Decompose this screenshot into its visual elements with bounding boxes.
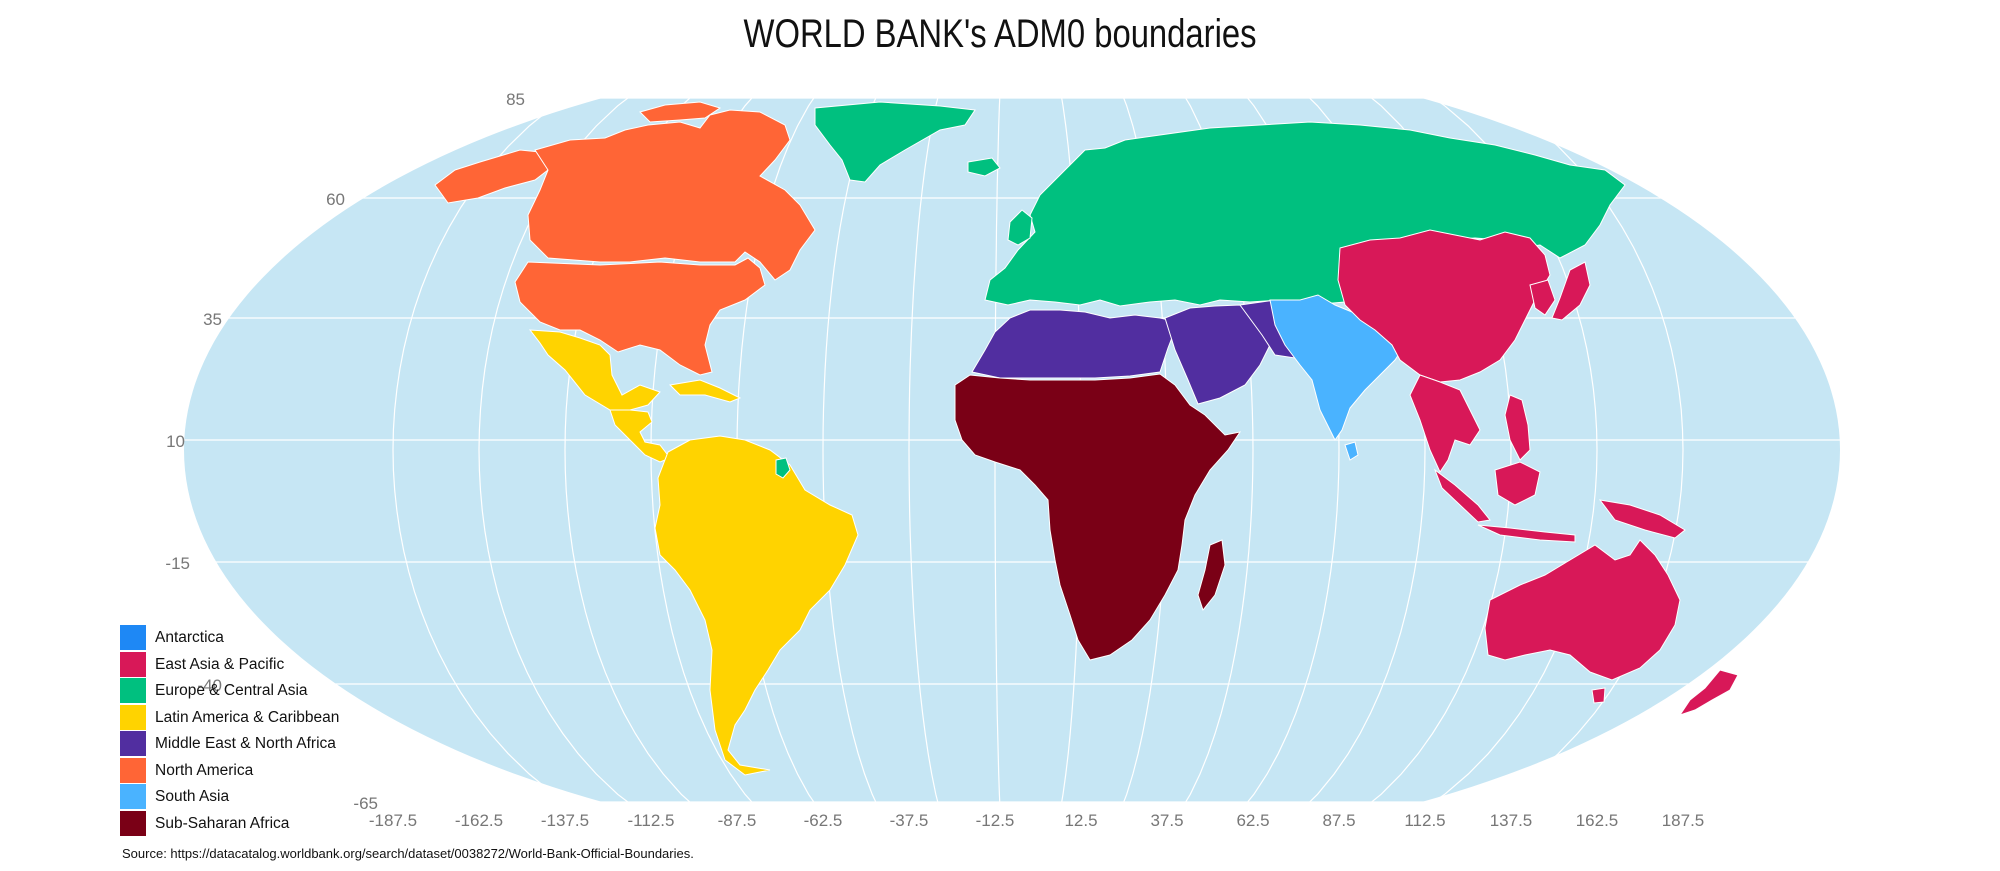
lon-tick-label: 12.5 [1064,811,1097,830]
region-east-asia-new-zealand [1678,669,1739,716]
lon-tick-label: -62.5 [804,811,843,830]
lon-tick-label: 62.5 [1236,811,1269,830]
lon-tick-label: -162.5 [455,811,503,830]
region-east-asia-sumatra [1433,468,1491,523]
legend-swatch [120,651,146,677]
region-sub-saharan-africa-madagascar [1197,539,1226,612]
lat-tick-label: -15 [165,554,190,573]
lon-tick-labels: -187.5 -162.5 -137.5 -112.5 -87.5 -62.5 -37.5 -… [369,811,1704,830]
lon-tick-label: -12.5 [976,811,1015,830]
region-east-asia-japan [1551,261,1591,321]
region-north-america-arctic-islands [639,101,722,123]
map-title: WORLD BANK's ADM0 boundaries [743,12,1257,56]
lon-tick-label: -37.5 [890,811,929,830]
region-europe-french-guiana [775,457,791,479]
region-east-asia-tasmania [1591,687,1606,704]
region-south-asia [1269,294,1406,441]
region-latin-america-caribbean [668,379,742,403]
lon-tick-label: 112.5 [1404,811,1445,830]
region-latin-america-mexico [528,329,661,411]
region-east-asia-australia [1484,539,1681,681]
region-south-asia-sri-lanka [1344,441,1359,461]
lon-tick-label: -112.5 [628,811,675,830]
region-north-america-canada [527,109,816,281]
source-note: Source: https://datacatalog.worldbank.or… [122,846,694,861]
region-mena-north-africa [971,309,1179,379]
lat-tick-label: 85 [506,90,525,109]
legend-label: Sub-Saharan Africa [155,814,290,832]
region-east-asia-philippines [1504,394,1531,461]
lat-tick-label: 35 [203,310,222,329]
lat-tick-label: 10 [166,432,185,451]
region-sub-saharan-africa [954,373,1242,661]
legend-label: Middle East & North Africa [155,735,336,752]
lon-tick-label: 137.5 [1490,811,1533,830]
region-europe-central-asia [984,121,1626,307]
lon-tick-label: 87.5 [1322,811,1355,830]
region-east-asia-korea [1529,279,1556,316]
region-north-america-usa [514,257,766,376]
region-mena-middle-east [1164,304,1281,405]
legend-swatch [120,784,146,809]
legend-swatch [120,731,146,756]
region-east-asia-china [1337,229,1551,383]
legend-swatch [120,810,146,836]
regions [434,101,1739,776]
legend-swatch [120,704,146,730]
lat-tick-label: -40 [197,676,222,695]
legend-label: Latin America & Caribbean [155,708,340,726]
legend-swatch [120,678,146,703]
lon-tick-label: -187.5 [369,811,417,830]
lat-tick-label: 60 [326,190,345,209]
lon-tick-label: -87.5 [718,811,757,830]
legend-swatch [120,625,146,650]
region-latin-america-central [609,409,671,463]
region-east-asia-new-guinea [1598,499,1686,539]
lon-tick-label: 187.5 [1662,811,1705,830]
meridian-line [908,98,939,802]
region-east-asia-southeast [1409,374,1481,474]
region-europe-iceland [967,157,1001,177]
lat-tick-label: -65 [353,794,378,813]
region-latin-america-south [654,435,859,776]
legend-label: East Asia & Pacific [155,655,285,673]
lat-tick-labels: 85 60 35 10 -15 -40 -65 [165,90,525,813]
legend-label: Europe & Central Asia [155,682,308,699]
lon-tick-label: 162.5 [1576,811,1619,830]
lon-tick-label: 37.5 [1150,811,1183,830]
legend-label: Antarctica [155,629,224,646]
legend-label: North America [155,761,254,779]
legend-label: South Asia [155,788,230,805]
legend-swatch [120,757,146,783]
region-east-asia-java [1477,524,1576,543]
region-east-asia-borneo [1494,461,1541,506]
region-europe-uk [1007,209,1033,246]
region-europe-greenland [814,101,976,183]
lon-tick-label: -137.5 [541,811,589,830]
